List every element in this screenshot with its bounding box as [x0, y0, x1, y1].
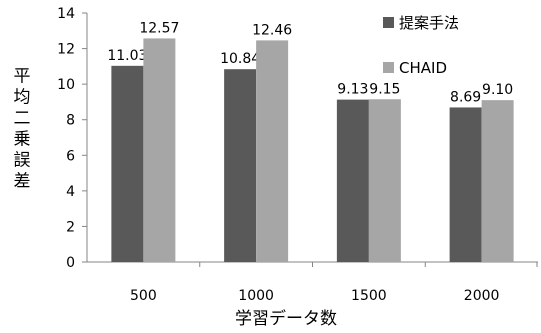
y-tick-label: 4 — [66, 184, 75, 200]
bar-proposed — [449, 107, 482, 263]
y-tick-label: 2 — [66, 219, 75, 235]
legend-label-proposed: 提案手法 — [399, 14, 459, 32]
x-tick-label: 1500 — [351, 288, 387, 304]
data-label: 9.15 — [369, 81, 400, 97]
plot-area: 0 2 4 6 8 10 12 14 500 11.03 12.57 1000 10.84 12.46 15… — [57, 6, 538, 304]
x-tick-label: 500 — [130, 288, 157, 304]
data-label: 12.57 — [139, 20, 179, 36]
bar-chaid — [256, 40, 289, 262]
y-tick-label: 12 — [57, 42, 75, 58]
data-label: 11.03 — [107, 48, 147, 64]
bar-proposed — [224, 69, 257, 263]
data-label: 8.69 — [450, 89, 481, 105]
data-label: 12.46 — [252, 22, 292, 38]
bar-chaid — [481, 100, 514, 263]
y-axis-title: 平均二乗誤差 — [14, 67, 31, 192]
bar-chaid — [143, 38, 176, 263]
legend-swatch-proposed — [383, 17, 394, 28]
x-axis-title: 学習データ数 — [235, 308, 337, 329]
y-tick-label: 0 — [66, 255, 75, 271]
y-tick-label: 14 — [57, 6, 75, 22]
data-label: 9.13 — [337, 82, 368, 98]
legend: 提案手法 CHAID — [383, 14, 459, 77]
y-tick-label: 6 — [66, 148, 75, 164]
x-tick-label: 2000 — [464, 288, 500, 304]
bar-proposed — [336, 99, 369, 263]
data-label: 10.84 — [220, 51, 260, 67]
data-label: 9.10 — [482, 82, 513, 98]
bar-chaid — [368, 99, 401, 262]
y-tick-label: 8 — [66, 113, 75, 129]
legend-label-chaid: CHAID — [399, 59, 447, 77]
x-tick-label: 1000 — [238, 288, 274, 304]
legend-swatch-chaid — [383, 62, 394, 73]
bar-proposed — [111, 65, 144, 262]
y-tick-label: 10 — [57, 77, 75, 93]
